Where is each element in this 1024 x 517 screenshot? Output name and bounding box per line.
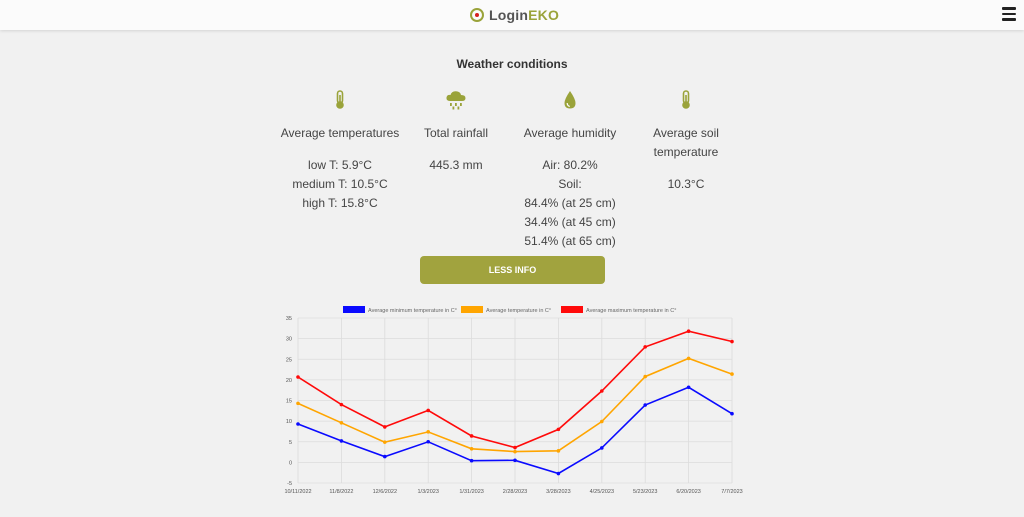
temperature-card: Average temperatures low T: 5.9°C medium… bbox=[280, 90, 400, 213]
x-tick-label: 10/11/2022 bbox=[284, 489, 311, 495]
hamburger-menu-icon[interactable] bbox=[1002, 7, 1016, 21]
logo-text-eko: EKO bbox=[528, 7, 560, 23]
temperature-line-chart: 35 30 25 20 15 10 5 0 -5 10/11/2022 11/8/2022 12/6/… bbox=[284, 306, 743, 495]
logo-icon bbox=[470, 8, 484, 22]
data-point bbox=[469, 458, 474, 463]
humidity-soil-45cm: 34.4% (at 45 cm) bbox=[524, 215, 616, 229]
logo-text-login: Login bbox=[489, 7, 529, 23]
rainfall-label: Total rainfall bbox=[423, 126, 489, 140]
y-tick-label: 30 bbox=[286, 337, 292, 343]
data-point bbox=[469, 434, 474, 438]
x-tick-label: 3/28/2023 bbox=[546, 489, 570, 495]
y-tick-label: 20 bbox=[286, 378, 292, 384]
y-tick-label: 35 bbox=[286, 316, 292, 322]
temperature-low: low T: 5.9°C bbox=[308, 158, 372, 172]
humidity-air: Air: 80.2% bbox=[542, 158, 598, 172]
humidity-soil-25cm: 84.4% (at 25 cm) bbox=[524, 196, 616, 210]
data-point bbox=[426, 430, 430, 434]
y-tick-label: 25 bbox=[286, 357, 292, 363]
humidity-label: Average humidity bbox=[523, 126, 617, 140]
x-tick-label: 2/28/2023 bbox=[503, 489, 527, 495]
data-point bbox=[469, 446, 474, 451]
temperature-high: high T: 15.8°C bbox=[302, 196, 378, 210]
soil-temperature-card: Average soil temperature 10.3°C bbox=[642, 90, 730, 194]
data-point bbox=[600, 419, 604, 424]
x-tick-label: 6/20/2023 bbox=[676, 489, 700, 495]
x-tick-label: 7/7/2023 bbox=[721, 489, 742, 495]
legend-swatch bbox=[561, 306, 583, 313]
rain-cloud-icon bbox=[446, 91, 466, 110]
x-tick-label: 4/25/2023 bbox=[590, 489, 614, 495]
y-tick-label: 15 bbox=[286, 399, 292, 405]
data-point bbox=[686, 329, 691, 333]
data-point bbox=[339, 402, 344, 407]
legend-label: Average maximum temperature in C° bbox=[586, 308, 676, 314]
data-point bbox=[426, 439, 430, 444]
logo[interactable]: LoginEKO bbox=[470, 5, 559, 25]
x-tick-label: 12/6/2022 bbox=[373, 489, 397, 495]
data-point bbox=[513, 449, 517, 454]
data-point bbox=[686, 356, 691, 361]
soil-temperature-label-2: temperature bbox=[653, 145, 719, 159]
humidity-card: Average humidity Air: 80.2% Soil: 84.4% … bbox=[518, 90, 622, 251]
section-title: Weather conditions bbox=[456, 57, 568, 71]
y-tick-label: -5 bbox=[287, 481, 292, 487]
soil-temperature-label-1: Average soil bbox=[653, 126, 719, 140]
legend-swatch bbox=[461, 306, 483, 313]
data-point bbox=[296, 401, 300, 406]
data-point bbox=[383, 454, 387, 459]
data-point bbox=[296, 375, 300, 379]
data-point bbox=[730, 411, 734, 416]
temperature-label: Average temperatures bbox=[280, 126, 400, 140]
x-tick-label: 5/23/2023 bbox=[633, 489, 657, 495]
legend-swatch bbox=[343, 306, 365, 313]
water-drop-icon bbox=[564, 91, 576, 109]
data-point bbox=[556, 449, 561, 453]
data-point bbox=[730, 339, 734, 344]
data-point bbox=[730, 372, 734, 376]
data-point bbox=[383, 440, 387, 444]
y-tick-label: 0 bbox=[289, 460, 292, 466]
humidity-soil-65cm: 51.4% (at 65 cm) bbox=[524, 234, 616, 248]
data-point bbox=[513, 458, 517, 463]
data-point bbox=[600, 389, 604, 393]
legend-label: Average temperature in C° bbox=[486, 308, 551, 314]
humidity-soil-heading: Soil: bbox=[558, 177, 582, 191]
data-point bbox=[643, 403, 647, 407]
y-tick-label: 5 bbox=[289, 440, 292, 446]
rainfall-value: 445.3 mm bbox=[429, 158, 483, 172]
x-tick-label: 1/3/2023 bbox=[417, 489, 438, 495]
y-tick-label: 10 bbox=[286, 419, 292, 425]
top-bar: LoginEKO bbox=[0, 0, 1024, 30]
data-point bbox=[556, 427, 561, 432]
rainfall-card: Total rainfall 445.3 mm bbox=[414, 90, 498, 175]
temperature-medium: medium T: 10.5°C bbox=[292, 177, 388, 191]
less-info-button[interactable]: LESS INFO bbox=[420, 256, 605, 284]
data-point bbox=[600, 446, 604, 450]
data-point bbox=[643, 374, 647, 379]
thermometer-icon bbox=[682, 90, 690, 109]
data-point bbox=[426, 408, 430, 413]
data-point bbox=[383, 425, 387, 429]
data-point bbox=[686, 385, 691, 390]
data-point bbox=[339, 420, 344, 425]
legend-label: Average minimum temperature in C° bbox=[368, 308, 457, 314]
data-point bbox=[296, 422, 300, 426]
data-point bbox=[513, 445, 517, 450]
data-point bbox=[643, 345, 647, 349]
thermometer-icon bbox=[336, 90, 344, 109]
soil-temperature-value: 10.3°C bbox=[667, 177, 705, 191]
x-tick-label: 11/8/2022 bbox=[329, 489, 353, 495]
x-tick-label: 1/31/2023 bbox=[459, 489, 483, 495]
data-point bbox=[556, 471, 561, 476]
data-point bbox=[339, 439, 344, 443]
